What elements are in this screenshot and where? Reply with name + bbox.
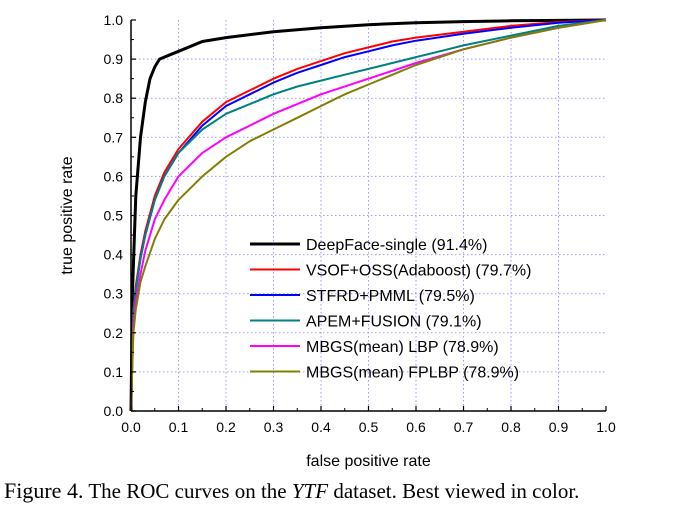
figure-caption: Figure 4. The ROC curves on the YTF data… — [4, 478, 680, 504]
x-tick-label: 0.4 — [311, 419, 331, 435]
legend-entry: DeepFace-single (91.4%) — [306, 237, 487, 254]
y-axis-ticks: 0.0 0.1 0.2 0.3 0.4 0.5 0.6 0.7 0.8 0.9 1.0 — [104, 12, 136, 419]
legend-entry: VSOF+OSS(Adaboost) (79.7%) — [306, 263, 531, 280]
y-tick-label: 0.8 — [104, 90, 124, 106]
x-axis-label: false positive rate — [306, 453, 431, 470]
legend-entry: APEM+FUSION (79.1%) — [306, 314, 482, 331]
y-tick-label: 0.0 — [104, 403, 124, 419]
legend-entry: STFRD+PMML (79.5%) — [306, 288, 475, 305]
caption-text-before: The ROC curves on the — [83, 479, 292, 503]
roc-curves — [129, 18, 607, 412]
y-tick-label: 0.1 — [104, 364, 124, 380]
y-tick-label: 0.3 — [104, 286, 124, 302]
y-tick-label: 1.0 — [104, 12, 124, 28]
x-tick-label: 0.9 — [549, 419, 569, 435]
legend-entry: MBGS(mean) FPLBP (78.9%) — [306, 365, 519, 382]
grid — [131, 20, 606, 411]
y-tick-label: 0.9 — [104, 51, 124, 67]
caption-text-after: dataset. Best viewed in color. — [328, 479, 580, 503]
roc-curve-series-1 — [129, 18, 607, 412]
x-tick-label: 1.0 — [596, 419, 616, 435]
y-tick-label: 0.5 — [104, 208, 124, 224]
x-tick-label: 0.1 — [169, 419, 189, 435]
y-axis-label: true positive rate — [59, 156, 76, 274]
x-tick-label: 0.8 — [501, 419, 521, 435]
caption-prefix: Figure 4. — [4, 478, 84, 503]
y-tick-label: 0.4 — [104, 247, 124, 263]
x-tick-label: 0.7 — [454, 419, 474, 435]
x-tick-label: 0.6 — [406, 419, 426, 435]
y-tick-label: 0.7 — [104, 129, 124, 145]
x-axis-ticks: 0.0 0.1 0.2 0.3 0.4 0.5 0.6 0.7 0.8 0.9 1.0 — [121, 406, 616, 435]
x-tick-label: 0.2 — [216, 419, 236, 435]
x-tick-label: 0.0 — [121, 419, 141, 435]
legend-entry: MBGS(mean) LBP (78.9%) — [306, 339, 499, 356]
y-tick-label: 0.6 — [104, 168, 124, 184]
roc-curve-series-4 — [130, 19, 607, 412]
roc-curve-series-6 — [130, 19, 607, 412]
x-tick-label: 0.3 — [264, 419, 284, 435]
legend: DeepFace-single (91.4%) VSOF+OSS(Adaboost… — [250, 237, 531, 382]
y-tick-label: 0.2 — [104, 325, 124, 341]
caption-dataset-name: YTF — [291, 479, 329, 503]
x-tick-label: 0.5 — [359, 419, 379, 435]
